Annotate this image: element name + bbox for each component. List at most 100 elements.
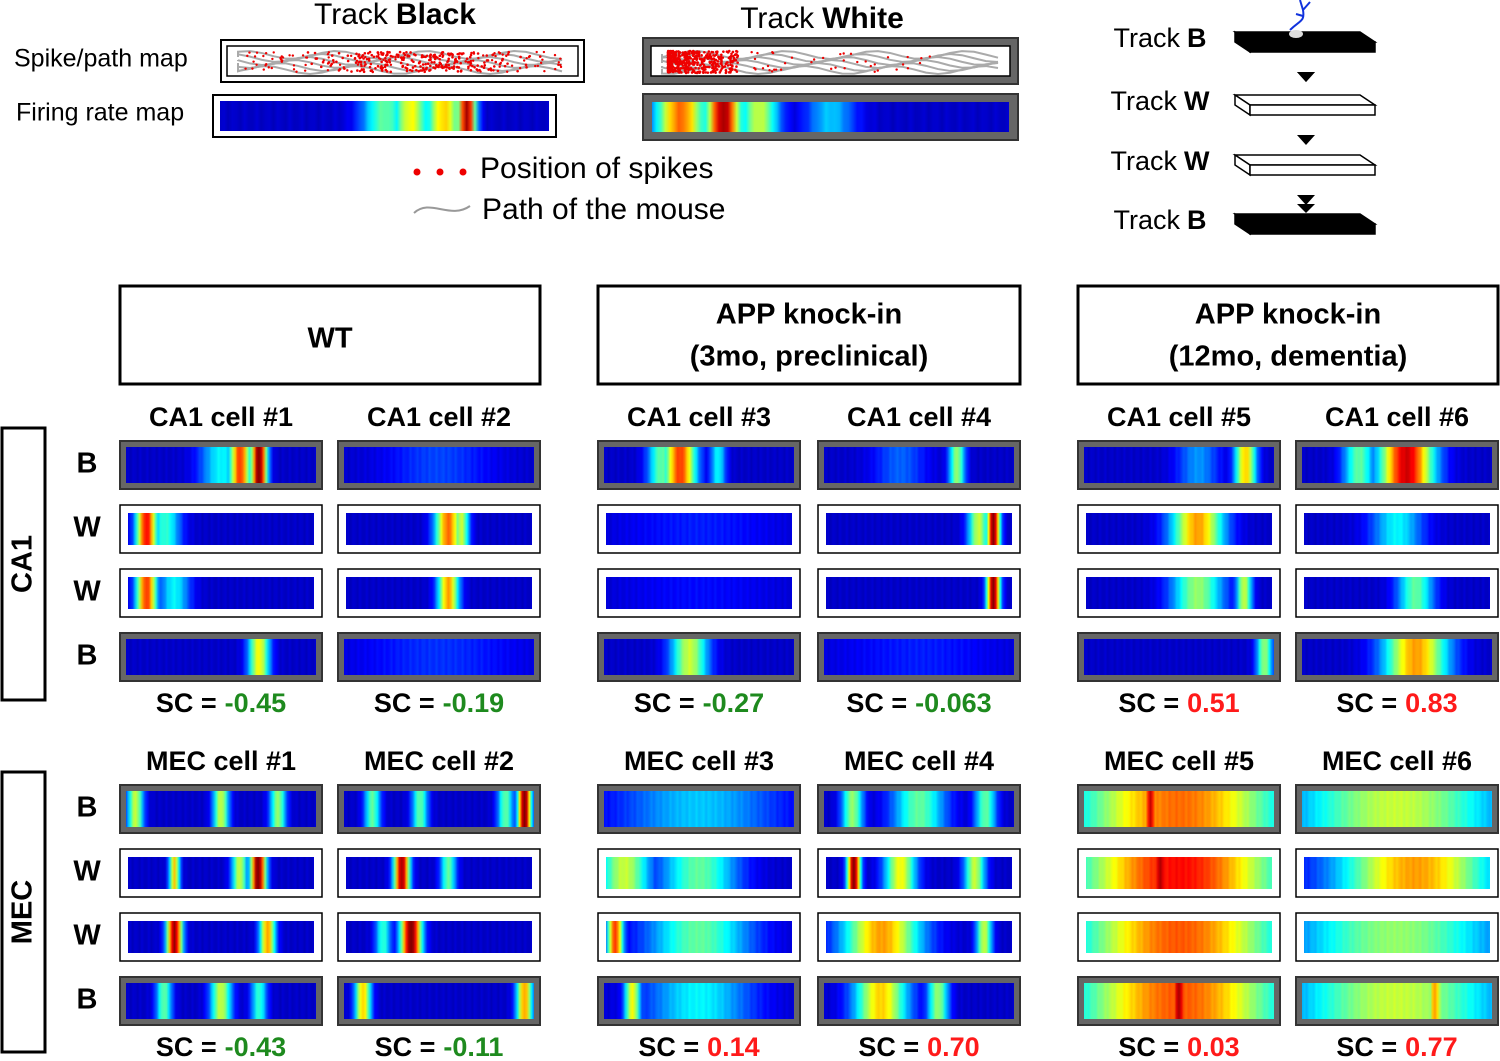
- region-box: [0, 770, 47, 1054]
- rate-map: [1304, 513, 1490, 545]
- sc-value: -0.27: [703, 688, 765, 718]
- rate-map: [220, 101, 549, 131]
- spike: [704, 65, 708, 69]
- spike: [281, 56, 285, 59]
- spike: [753, 66, 756, 70]
- spike: [728, 55, 732, 59]
- track-slab-top: [1232, 154, 1378, 166]
- spike: [542, 50, 546, 54]
- spike: [359, 63, 363, 66]
- spike: [288, 54, 291, 57]
- track-word: Track: [740, 2, 815, 35]
- spike: [346, 59, 350, 63]
- sc-value: -0.45: [225, 688, 287, 718]
- cell-title: CA1 cell #1: [149, 402, 293, 432]
- spike: [721, 56, 725, 59]
- arrow: [1297, 135, 1315, 145]
- rate-map: [606, 513, 792, 545]
- arrow: [1297, 195, 1315, 205]
- group-box: [1076, 284, 1500, 386]
- spike: [456, 70, 460, 73]
- spike: [507, 50, 511, 54]
- spike: [673, 51, 676, 55]
- sc-label: SC = -0.11: [375, 1032, 504, 1061]
- spike: [363, 64, 366, 68]
- rate-map: [128, 857, 314, 889]
- spike: [678, 55, 682, 58]
- spike: [322, 59, 325, 62]
- spike: [335, 60, 338, 64]
- spike: [441, 51, 445, 54]
- spike: [399, 61, 403, 65]
- spike: [712, 60, 716, 63]
- spike: [714, 71, 717, 74]
- rate-map: [344, 447, 534, 483]
- spike: [688, 49, 692, 53]
- spike: [453, 60, 457, 64]
- spike: [733, 53, 737, 57]
- spike: [683, 54, 687, 58]
- spike: [928, 55, 932, 58]
- rate-map: [344, 791, 534, 827]
- spike: [389, 54, 393, 58]
- rate-map: [1086, 513, 1272, 545]
- spike: [670, 62, 673, 65]
- spike: [490, 59, 494, 62]
- spike: [358, 69, 362, 73]
- spike: [365, 57, 369, 61]
- spike: [469, 68, 473, 72]
- spike: [483, 64, 487, 67]
- spike: [485, 54, 489, 57]
- spike: [856, 60, 859, 64]
- sc-prefix: SC =: [156, 688, 217, 718]
- spike: [369, 69, 373, 73]
- spike: [437, 64, 441, 67]
- rate-map: [1086, 577, 1272, 609]
- spike: [503, 64, 507, 68]
- spike: [693, 52, 696, 56]
- spike: [494, 54, 497, 58]
- spike: [447, 63, 451, 67]
- spike: [476, 64, 479, 67]
- spike: [783, 62, 787, 65]
- spike: [695, 50, 699, 53]
- sc-prefix: SC =: [858, 1032, 919, 1061]
- rate-map: [346, 921, 532, 953]
- spike: [536, 64, 540, 68]
- spike: [409, 51, 412, 54]
- spike: [423, 70, 427, 74]
- spike: [362, 57, 365, 60]
- spike: [711, 64, 715, 68]
- spike: [731, 50, 735, 54]
- spike: [382, 58, 385, 61]
- spike: [538, 55, 542, 58]
- spike: [839, 52, 842, 56]
- spike: [372, 55, 376, 59]
- spike: [711, 62, 715, 66]
- rate-map: [346, 513, 532, 545]
- spike: [708, 60, 712, 64]
- spike: [480, 65, 484, 68]
- spike: [270, 66, 273, 70]
- spike: [421, 66, 425, 70]
- spike: [446, 59, 450, 63]
- group-title: APP knock-in: [1195, 299, 1381, 331]
- rate-map: [604, 983, 794, 1019]
- spike: [368, 65, 372, 69]
- spike: [406, 54, 410, 57]
- spike: [394, 58, 397, 61]
- spike: [264, 51, 268, 55]
- spike: [422, 55, 426, 59]
- rate-map: [1304, 857, 1490, 889]
- mouse-path: [237, 65, 563, 76]
- spike: [696, 63, 699, 67]
- spike: [354, 61, 358, 64]
- spike: [735, 65, 738, 68]
- spike: [703, 56, 707, 59]
- spike: [430, 60, 434, 64]
- spike: [687, 68, 690, 72]
- spike: [706, 65, 710, 69]
- rate-map: [1084, 639, 1274, 675]
- spike: [694, 66, 697, 70]
